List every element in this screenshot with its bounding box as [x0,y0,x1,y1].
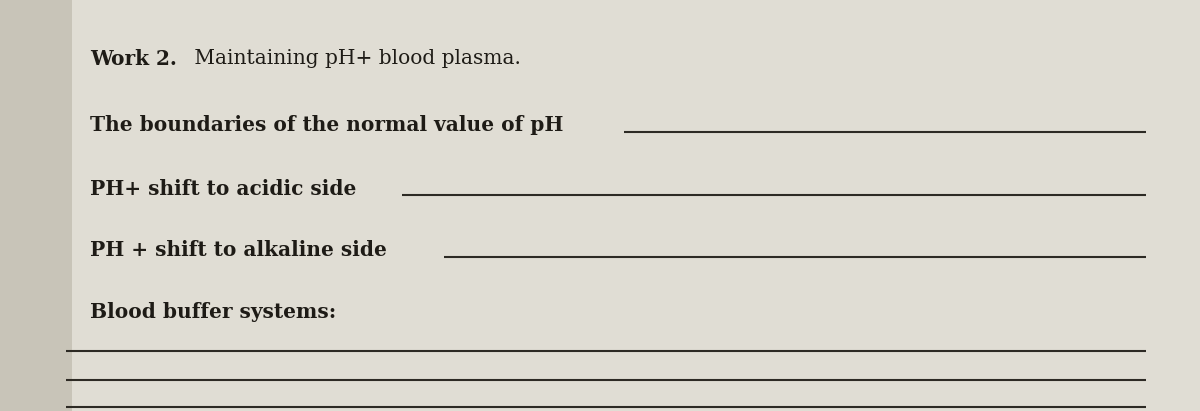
Text: Blood buffer systems:: Blood buffer systems: [90,302,336,322]
Text: Maintaining pH+ blood plasma.: Maintaining pH+ blood plasma. [188,49,521,68]
Text: The boundaries of the normal value of pH: The boundaries of the normal value of pH [90,115,563,135]
Text: PH+ shift to acidic side: PH+ shift to acidic side [90,179,356,199]
Text: Work 2.: Work 2. [90,49,176,69]
FancyBboxPatch shape [0,0,72,411]
Text: PH + shift to alkaline side: PH + shift to alkaline side [90,240,386,261]
FancyBboxPatch shape [48,0,1200,411]
